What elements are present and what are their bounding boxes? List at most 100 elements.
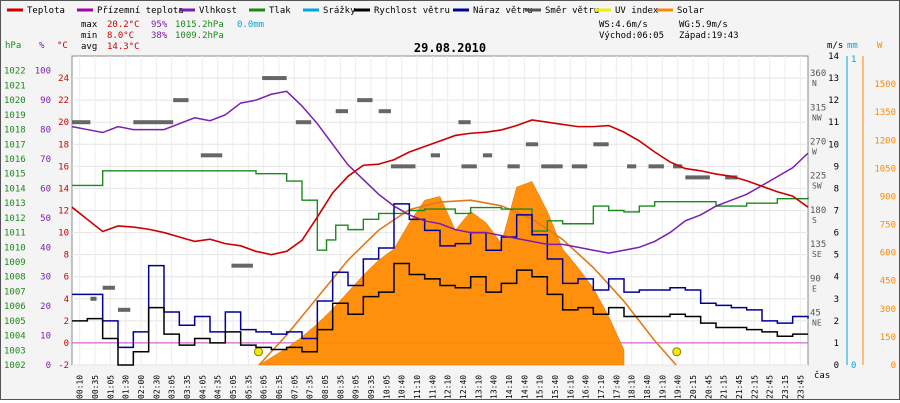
- tick-mm: 0: [851, 361, 856, 371]
- tick-time: 04:35: [214, 375, 223, 399]
- tick-time: 05:35: [244, 375, 253, 399]
- tick-temp: 10: [58, 229, 69, 239]
- tick-temp: -2: [58, 361, 69, 371]
- wind-dir-mark: [231, 263, 253, 268]
- tick-time: 02:00: [137, 375, 146, 399]
- tick-time: 02:30: [152, 375, 161, 399]
- tick-ms: 10: [828, 140, 839, 150]
- wind-dir-mark: [725, 175, 738, 180]
- tick-time: 17:10: [597, 375, 606, 399]
- pressure-line: [72, 170, 809, 251]
- tick-dir-deg: 360: [810, 69, 826, 79]
- stat-avg-temp: 14.3°C: [107, 42, 140, 52]
- legend-label-9: Solar: [677, 6, 705, 16]
- wind-dir-mark: [335, 109, 348, 114]
- tick-hpa: 1011: [4, 229, 26, 239]
- tick-time: 18:10: [628, 375, 637, 399]
- wind-dir-mark: [357, 98, 373, 103]
- tick-w: 1050: [874, 164, 896, 174]
- tick-temp: 24: [58, 74, 69, 84]
- tick-time: 13:10: [474, 375, 483, 399]
- tick-ms: 4: [834, 273, 839, 283]
- temperature-line: [71, 119, 809, 256]
- tick-pct: 90: [40, 96, 51, 106]
- tick-w: 1500: [874, 80, 896, 90]
- tick-w: 900: [880, 192, 896, 202]
- axis-unit-ms: m/s: [827, 41, 843, 51]
- tick-ms: 2: [834, 317, 839, 327]
- tick-time: 15:10: [536, 375, 545, 399]
- axis-unit-pct: %: [39, 41, 45, 51]
- stat-min-temp: 8.0°C: [107, 31, 134, 41]
- tick-time: 23:15: [781, 375, 790, 399]
- axis-unit-w: W: [877, 41, 883, 51]
- tick-hpa: 1013: [4, 199, 26, 209]
- tick-temp: 20: [58, 118, 69, 128]
- tick-hpa: 1009: [4, 258, 26, 268]
- tick-time: 16:40: [582, 375, 591, 399]
- tick-time: 16:10: [566, 375, 575, 399]
- stat-min-hum: 38%: [151, 31, 168, 41]
- legend-label-1: Přízemní teplota: [97, 6, 184, 16]
- wind-dir-mark: [482, 153, 493, 158]
- tick-hpa: 1007: [4, 287, 26, 297]
- tick-time: 09:35: [367, 375, 376, 399]
- stat-max-temp: 20.2°C: [107, 20, 140, 30]
- wind-dir-mark: [430, 153, 440, 158]
- tick-time: 03:35: [183, 375, 192, 399]
- legend-label-6: Náraz větru: [473, 6, 533, 16]
- stat-avg-label: avg: [81, 42, 97, 52]
- tick-pct: 30: [40, 273, 51, 283]
- wind-dir-mark: [173, 98, 189, 103]
- wind-dir-mark: [461, 164, 477, 169]
- tick-time: 04:05: [198, 375, 207, 399]
- wind-dir-mark: [593, 142, 609, 147]
- wind-dir-mark: [200, 153, 223, 158]
- tick-time: 07:05: [290, 375, 299, 399]
- tick-hpa: 1005: [4, 317, 26, 327]
- solar-max-curve: [258, 199, 677, 366]
- tick-temp: 8: [64, 251, 69, 261]
- legend-label-3: Tlak: [269, 6, 291, 16]
- tick-temp: 2: [64, 317, 69, 327]
- wind-dir-mark: [262, 76, 287, 81]
- tick-time: 08:05: [321, 375, 330, 399]
- tick-dir-name: E: [812, 284, 817, 293]
- stat-sunset: Západ:19:43: [679, 31, 739, 41]
- tick-w: 450: [880, 277, 896, 287]
- stat-max-press: 1015.2hPa: [175, 20, 224, 30]
- tick-hpa: 1017: [4, 140, 26, 150]
- tick-ms: 5: [834, 251, 839, 261]
- chart-title: 29.08.2010: [414, 41, 486, 55]
- legend-label-0: Teplota: [27, 6, 65, 16]
- tick-w: 300: [880, 305, 896, 315]
- tick-pct: 20: [40, 302, 51, 312]
- tick-pct: 40: [40, 243, 51, 253]
- tick-time: 15:40: [551, 375, 560, 399]
- tick-ms: 11: [828, 118, 839, 128]
- tick-temp: 14: [58, 184, 69, 194]
- tick-time: 23:45: [796, 375, 805, 399]
- stat-min-label: min: [81, 31, 97, 41]
- tick-time: 22:45: [766, 375, 775, 399]
- tick-ms: 0: [834, 361, 839, 371]
- tick-hpa: 1018: [4, 126, 26, 136]
- tick-pct: 80: [40, 126, 51, 136]
- axis-unit-temp: °C: [57, 41, 68, 51]
- tick-hpa: 1019: [4, 111, 26, 121]
- wind-dir-mark: [571, 164, 588, 169]
- tick-hpa: 1021: [4, 81, 26, 91]
- tick-dir-name: W: [812, 147, 817, 156]
- wind-speed-line: [72, 262, 808, 366]
- tick-ms: 3: [834, 295, 839, 305]
- wind-dir-mark: [458, 120, 471, 125]
- marks: [71, 76, 809, 366]
- tick-hpa: 1016: [4, 155, 26, 165]
- tick-time: 01:30: [122, 375, 131, 399]
- tick-hpa: 1002: [4, 361, 26, 371]
- stat-sunrise: Východ:06:05: [599, 31, 664, 41]
- legend-label-8: UV index: [615, 6, 659, 16]
- stat-max-label: max: [81, 20, 98, 30]
